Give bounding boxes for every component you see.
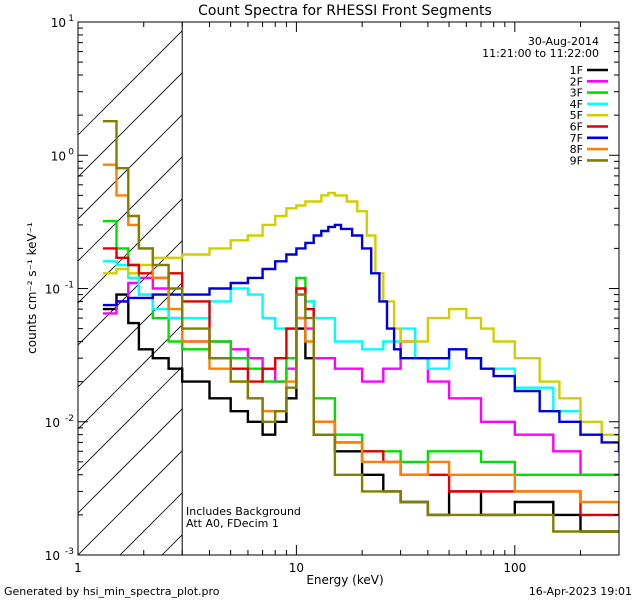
legend-label-4F: 4F: [570, 98, 583, 111]
hatch-line: [78, 72, 183, 178]
time-range-label: 11:21:00 to 11:22:00: [482, 47, 599, 60]
y-tick-exponent: 0: [68, 147, 74, 157]
annotation-background: Includes Background: [186, 505, 301, 518]
y-tick-label: 10: [45, 283, 60, 297]
legend-label-1F: 1F: [570, 64, 583, 77]
generated-timestamp: 16-Apr-2023 19:01: [529, 585, 632, 598]
series-9F: [102, 120, 619, 533]
x-tick-label: 10: [289, 561, 304, 575]
date-label: 30-Aug-2014: [528, 35, 599, 48]
x-tick-labels: 1 10 100: [74, 561, 526, 575]
series-8F: [102, 163, 619, 517]
x-tick-label: 100: [503, 561, 526, 575]
series-7F: [102, 223, 619, 453]
series-4F: [102, 260, 619, 453]
series-group: [102, 120, 619, 533]
x-axis-label: Energy (keV): [306, 573, 383, 587]
series-5F: [102, 191, 619, 453]
series-1F: [102, 293, 619, 533]
hatch-line: [78, 366, 183, 472]
hatch-line: [78, 450, 183, 555]
y-tick-label: 10: [45, 549, 60, 563]
hatch-line: [78, 408, 183, 514]
legend-label-9F: 9F: [570, 154, 583, 167]
hatch-line: [78, 198, 183, 304]
y-tick-exponent: -2: [65, 414, 74, 424]
legend-label-6F: 6F: [570, 121, 583, 134]
y-tick-label: 10: [51, 16, 66, 30]
y-tick-label: 10: [45, 416, 60, 430]
legend-label-2F: 2F: [570, 75, 583, 88]
y-tick-label: 10: [51, 149, 66, 163]
legend-label-8F: 8F: [570, 143, 583, 156]
generator-credit: Generated by hsi_min_spectra_plot.pro: [4, 585, 220, 598]
legend-label-5F: 5F: [570, 109, 583, 122]
x-tick-label: 1: [74, 561, 82, 575]
y-tick-exponent: -1: [65, 281, 74, 291]
series-3F: [102, 220, 619, 476]
chart-title: Count Spectra for RHESSI Front Segments: [198, 3, 492, 19]
hatch-line: [78, 30, 183, 136]
legend-label-3F: 3F: [570, 87, 583, 100]
legend-label-7F: 7F: [570, 132, 583, 145]
axis-ticks: [77, 21, 620, 556]
hatch-line: [78, 240, 183, 346]
y-axis-label: counts cm⁻² s⁻¹ keV⁻¹: [25, 222, 39, 354]
y-tick-exponent: 1: [68, 14, 74, 24]
annotation-attenuator: Att A0, FDecim 1: [186, 517, 279, 530]
y-tick-exponent: -3: [65, 547, 74, 557]
